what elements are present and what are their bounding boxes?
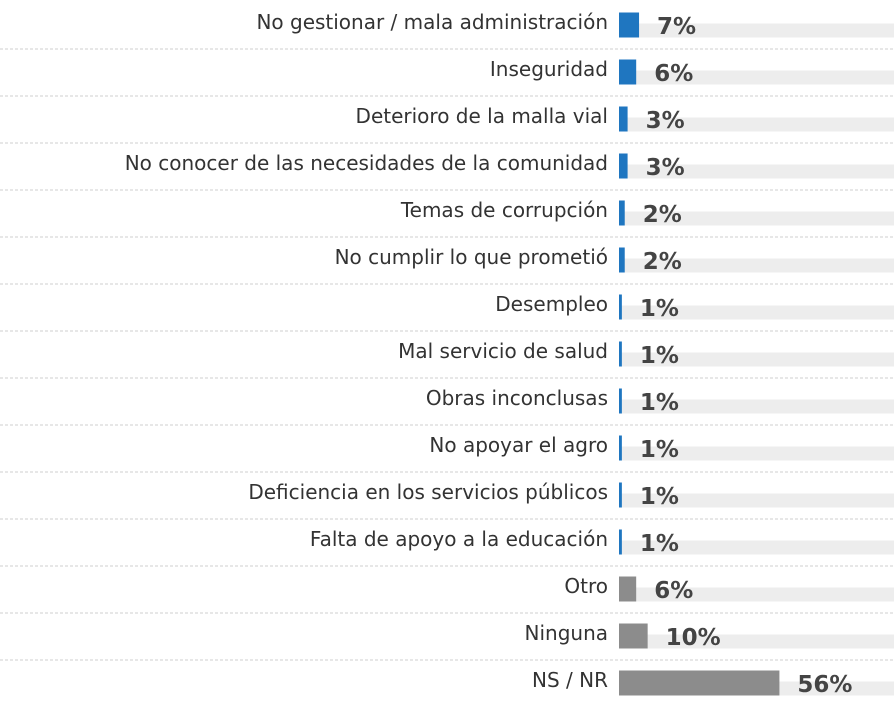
category-label: Otro <box>564 574 608 598</box>
value-label: 6% <box>654 61 693 87</box>
track <box>619 211 894 226</box>
bar <box>619 529 622 555</box>
track <box>619 164 894 179</box>
value-label: 1% <box>640 484 679 510</box>
bar <box>619 341 622 367</box>
value-label: 2% <box>643 202 682 228</box>
category-label: Inseguridad <box>490 57 608 81</box>
bar <box>619 294 622 320</box>
bar <box>619 623 648 649</box>
track <box>619 587 894 602</box>
value-label: 1% <box>640 390 679 416</box>
category-label: NS / NR <box>532 668 608 692</box>
track <box>619 540 894 555</box>
value-label: 56% <box>797 672 852 698</box>
bar <box>619 670 780 696</box>
bar <box>619 106 628 132</box>
value-label: 6% <box>654 578 693 604</box>
value-label: 1% <box>640 296 679 322</box>
value-label: 1% <box>640 343 679 369</box>
category-label: Temas de corrupción <box>400 198 608 222</box>
bar <box>619 435 622 461</box>
category-label: No gestionar / mala administración <box>256 10 608 34</box>
bar <box>619 482 622 508</box>
track <box>619 446 894 461</box>
value-label: 1% <box>640 531 679 557</box>
track <box>619 493 894 508</box>
category-label: Obras inconclusas <box>426 386 608 410</box>
value-label: 10% <box>666 625 721 651</box>
track <box>619 70 894 85</box>
category-label: No cumplir lo que prometió <box>335 245 608 269</box>
value-label: 3% <box>646 108 685 134</box>
bar <box>619 59 637 85</box>
category-label: Ninguna <box>525 621 609 645</box>
track <box>619 399 894 414</box>
track <box>619 305 894 320</box>
value-label: 7% <box>657 14 696 40</box>
category-label: No apoyar el agro <box>429 433 608 457</box>
value-label: 2% <box>643 249 682 275</box>
category-label: Deficiencia en los servicios públicos <box>248 480 608 504</box>
category-label: Desempleo <box>495 292 608 316</box>
category-label: Mal servicio de salud <box>398 339 608 363</box>
bar <box>619 576 637 602</box>
value-label: 1% <box>640 437 679 463</box>
category-label: Falta de apoyo a la educación <box>310 527 608 551</box>
track <box>619 117 894 132</box>
bar <box>619 247 625 273</box>
track <box>619 352 894 367</box>
category-label: Deterioro de la malla vial <box>356 104 608 128</box>
bar <box>619 200 625 226</box>
track <box>619 634 894 649</box>
track <box>619 23 894 38</box>
value-label: 3% <box>646 155 685 181</box>
track <box>619 258 894 273</box>
bar <box>619 153 628 179</box>
bar <box>619 12 640 38</box>
category-label: No conocer de las necesidades de la comu… <box>125 151 608 175</box>
bar <box>619 388 622 414</box>
